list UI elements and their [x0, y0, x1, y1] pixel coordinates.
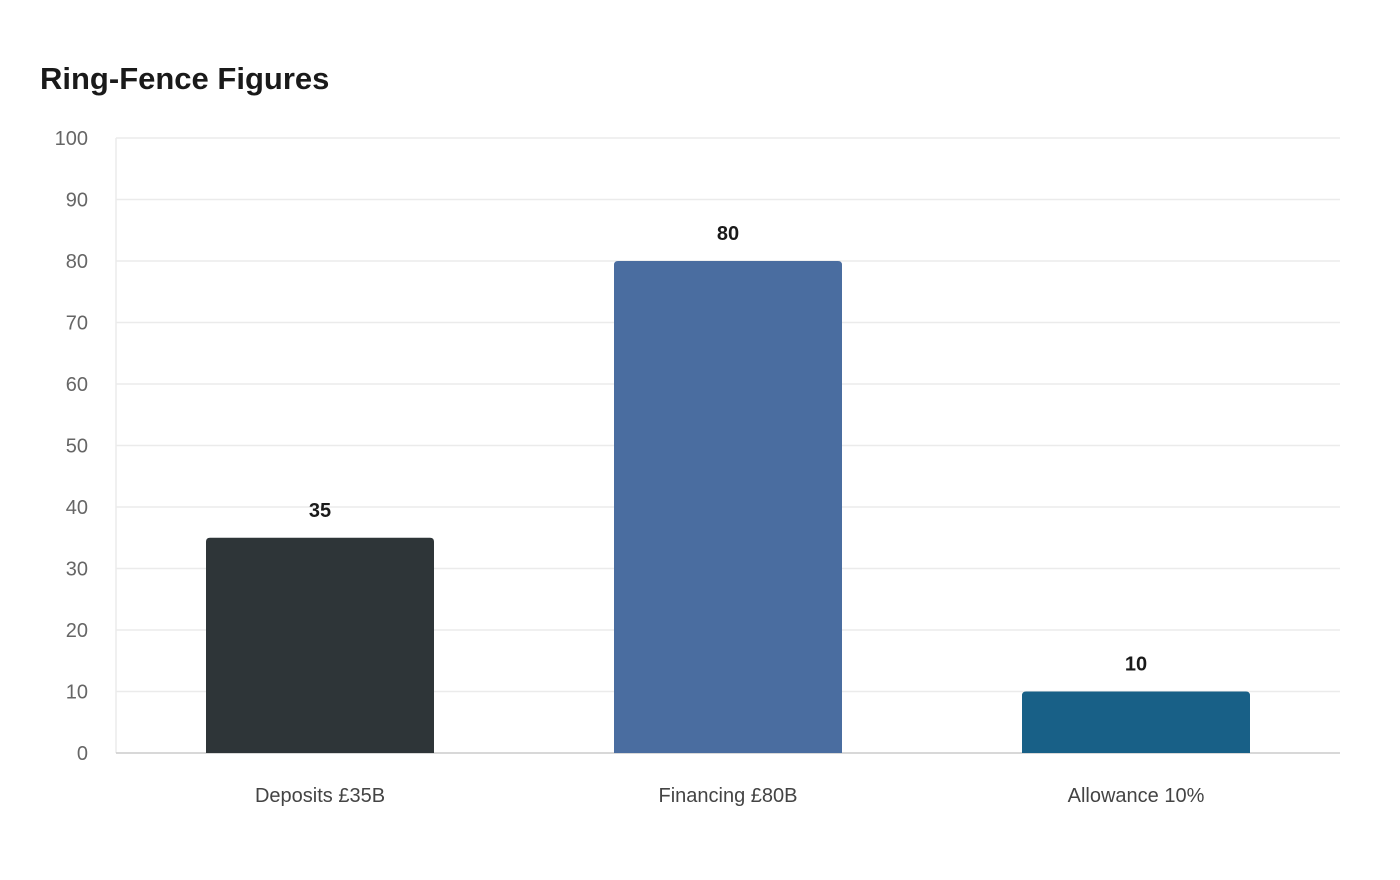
y-tick-label: 60 — [66, 374, 88, 396]
y-tick-label: 90 — [66, 190, 88, 212]
y-tick-label: 40 — [66, 497, 88, 519]
bar — [1022, 691, 1250, 753]
y-tick-label: 30 — [66, 559, 88, 581]
x-category-label: Allowance 10% — [1068, 785, 1205, 807]
bar — [206, 537, 434, 753]
y-tick-label: 70 — [66, 313, 88, 335]
data-label: 10 — [1125, 654, 1147, 676]
x-category-label: Deposits £35B — [255, 785, 385, 807]
y-tick-label: 50 — [66, 436, 88, 458]
y-tick-label: 80 — [66, 251, 88, 273]
y-tick-label: 20 — [66, 620, 88, 642]
y-tick-label: 10 — [66, 682, 88, 704]
data-label: 35 — [309, 500, 331, 522]
y-tick-label: 100 — [55, 128, 88, 150]
x-category-label: Financing £80B — [659, 785, 798, 807]
bar — [614, 261, 842, 753]
y-tick-label: 0 — [77, 743, 88, 765]
chart-title: Ring-Fence Figures — [40, 61, 330, 96]
data-label: 80 — [717, 223, 739, 245]
